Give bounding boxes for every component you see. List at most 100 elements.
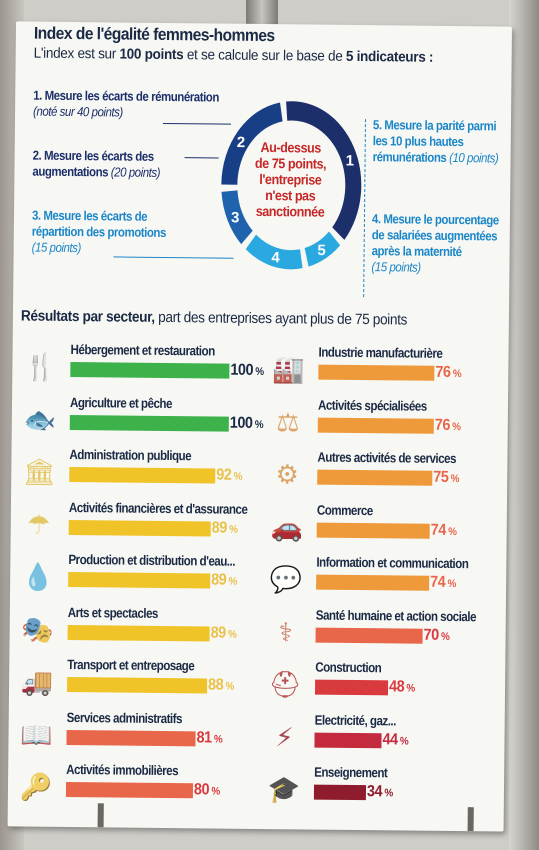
sector-value: 76 % bbox=[435, 363, 462, 381]
theater-masks-icon: 🎭 bbox=[21, 614, 54, 646]
ring-segment-3 bbox=[221, 190, 253, 245]
sector-row: ⚙ Autres activités de services 75 % bbox=[267, 449, 512, 504]
sector-value: 70 % bbox=[423, 626, 450, 644]
sector-row: 🍴 Hébergement et restauration 100 % bbox=[20, 341, 296, 396]
sector-label: Arts et spectacles bbox=[67, 604, 159, 621]
sector-bar bbox=[314, 732, 382, 748]
sector-bar bbox=[66, 729, 196, 746]
sector-label: Santé humaine et action sociale bbox=[315, 607, 477, 624]
sector-row: ⚡ Electricité, gaz... 44 % bbox=[264, 712, 512, 767]
sector-value: 89 % bbox=[211, 518, 238, 537]
sector-label: Hébergement et restauration bbox=[70, 341, 215, 359]
section-title: Résultats par secteur, part des entrepri… bbox=[20, 307, 408, 329]
sector-row: 🏛 Administration publique 92 % bbox=[19, 446, 295, 501]
sector-bar bbox=[314, 679, 389, 696]
sector-bar bbox=[69, 466, 216, 484]
sector-bar bbox=[70, 361, 230, 379]
food-tree-icon: 🍴 bbox=[24, 352, 57, 383]
scales-icon: ⚖ bbox=[276, 407, 300, 438]
indicators-ring: 1 5 4 3 2 bbox=[221, 101, 362, 270]
sector-row: 🏭 Industrie manufacturière 76 % bbox=[268, 344, 512, 399]
sector-row: 💬 Information et communication 74 % bbox=[266, 554, 512, 609]
sector-label: Commerce bbox=[316, 502, 373, 518]
book-icon: 📖 bbox=[20, 719, 53, 751]
indicator-5: 5. Mesure la parité parmi les 10 plus ha… bbox=[372, 117, 499, 166]
indicator-2: 2. Mesure les écarts des augmentations (… bbox=[32, 147, 161, 180]
sector-value: 100 % bbox=[230, 361, 264, 379]
page-title: Index de l'égalité femmes-hommes bbox=[33, 23, 275, 46]
sector-label: Agriculture et pêche bbox=[69, 394, 173, 411]
fish-wheat-icon: 🐟 bbox=[23, 405, 57, 436]
sector-row: ☂ Activités financières et d'assurance 89 … bbox=[18, 499, 294, 554]
graduation-house-icon: 🎓 bbox=[267, 775, 301, 806]
ring-segment-1 bbox=[286, 101, 362, 240]
background-right bbox=[509, 0, 539, 850]
sector-label: Industrie manufacturière bbox=[318, 344, 443, 361]
sector-label: Activités immobilières bbox=[66, 761, 179, 779]
subtitle: L'index est sur 100 points et se calcule… bbox=[33, 45, 434, 66]
sector-value: 80 % bbox=[194, 781, 221, 799]
umbrella-coins-icon: ☂ bbox=[26, 510, 51, 541]
sector-value: 34 % bbox=[366, 783, 393, 801]
sector-label: Activités spécialisées bbox=[317, 397, 427, 414]
sector-row: 🐟 Agriculture et pêche 100 % bbox=[20, 394, 296, 449]
sector-bar bbox=[315, 627, 423, 644]
sector-value: 75 % bbox=[432, 468, 459, 486]
sector-bar bbox=[317, 417, 435, 434]
bolt-flame-icon: ⚡ bbox=[275, 722, 294, 753]
indicator-1: 1. Mesure les écarts de rémunération (no… bbox=[32, 87, 220, 120]
sector-bar bbox=[318, 364, 435, 381]
easel-leg-left bbox=[97, 803, 104, 828]
sector-label: Production et distribution d'eau... bbox=[68, 551, 236, 569]
sector-label: Electricité, gaz... bbox=[314, 712, 396, 728]
sector-row: 🔑 Activités immobilières 80 % bbox=[16, 761, 292, 816]
sector-bar bbox=[66, 676, 208, 694]
sector-label: Autres activités de services bbox=[317, 449, 457, 467]
truck-icon: 🚚 bbox=[20, 667, 54, 698]
sector-bar bbox=[69, 414, 229, 432]
sector-bar bbox=[317, 469, 433, 486]
shopping-car-icon: 🚗 bbox=[270, 512, 304, 543]
sector-bar bbox=[68, 519, 211, 536]
sector-value: 92 % bbox=[216, 466, 243, 484]
easel-leg-right bbox=[467, 807, 474, 832]
building-icon: 🏛 bbox=[22, 457, 56, 488]
sector-label: Construction bbox=[315, 659, 382, 676]
sector-value: 100 % bbox=[229, 414, 264, 432]
indicator-3: 3. Mesure les écarts de répartition des … bbox=[31, 207, 167, 256]
ring-segment-4 bbox=[245, 234, 303, 270]
sector-value: 81 % bbox=[196, 728, 223, 746]
sector-label: Administration publique bbox=[69, 446, 192, 464]
sector-bar bbox=[67, 624, 210, 641]
sector-row: ⚖ Activités spécialisées 76 % bbox=[268, 397, 512, 452]
crane-helmet-icon: ⛑ bbox=[268, 670, 302, 701]
sector-row: ⛑ Construction 48 % bbox=[265, 659, 512, 714]
ring-center-text: Au-dessus de 75 points, l'entreprise n'e… bbox=[254, 138, 327, 220]
sector-bar bbox=[316, 574, 430, 591]
ring-segment-2 bbox=[221, 102, 283, 185]
sector-value: 48 % bbox=[389, 678, 416, 696]
sector-row: 🚗 Commerce 74 % bbox=[266, 502, 512, 557]
sector-label: Services administratifs bbox=[66, 709, 183, 726]
sector-row: 🚚 Transport et entreposage 88 % bbox=[17, 656, 293, 711]
ring-number-2: 2 bbox=[237, 134, 246, 151]
ring-segment-5 bbox=[304, 231, 341, 267]
sector-row: 🎭 Arts et spectacles 89 % bbox=[17, 604, 293, 659]
sector-label: Activités financières et d'assurance bbox=[68, 499, 248, 517]
sector-value: 44 % bbox=[382, 730, 409, 748]
house-key-icon: 🔑 bbox=[19, 772, 53, 803]
sector-value: 89 % bbox=[210, 571, 237, 589]
sector-value: 76 % bbox=[434, 416, 461, 434]
sector-label: Information et communication bbox=[316, 554, 469, 572]
ring-number-5: 5 bbox=[317, 242, 326, 259]
sector-value: 88 % bbox=[207, 676, 234, 694]
sector-bar bbox=[68, 571, 210, 589]
infographic-board: Index de l'égalité femmes-hommes L'index… bbox=[7, 21, 512, 832]
ring-number-4: 4 bbox=[271, 249, 280, 266]
sector-label: Transport et entreposage bbox=[67, 656, 195, 674]
ring-number-1: 1 bbox=[346, 152, 355, 169]
indicator-4: 4. Mesure le pourcentage de salariées au… bbox=[371, 211, 499, 275]
gear-hand-icon: ⚙ bbox=[275, 460, 300, 491]
sector-value: 74 % bbox=[430, 521, 457, 539]
factory-icon: 🏭 bbox=[272, 355, 305, 386]
